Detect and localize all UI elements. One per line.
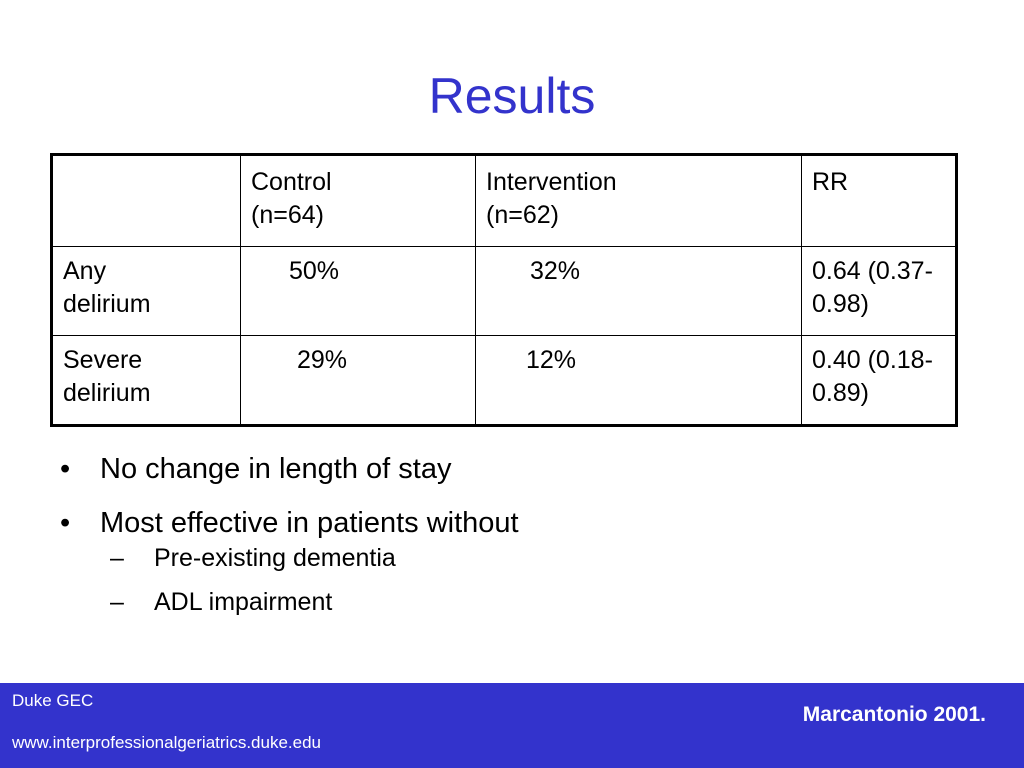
table-header-empty xyxy=(51,154,241,247)
rr-value: 0.64 (0.37-0.98) xyxy=(801,246,957,336)
rr-value: 0.40 (0.18-0.89) xyxy=(801,335,957,426)
sub-bullet-text: Pre-existing dementia xyxy=(154,544,396,572)
header-control-label: Control (n=64) xyxy=(251,168,332,229)
table-row: Any delirium 50% 32% 0.64 (0.37-0.98) xyxy=(51,246,957,336)
footer-url: www.interprofessionalgeriatrics.duke.edu xyxy=(12,733,321,752)
table-header-control: Control (n=64) xyxy=(240,154,476,247)
bullet-item: • No change in length of stay xyxy=(60,448,519,490)
header-intervention-label: Intervention (n=62) xyxy=(486,168,617,229)
intervention-value: 12% xyxy=(475,335,802,426)
footer-bar: Duke GEC www.interprofessionalgeriatrics… xyxy=(0,683,1024,768)
control-value: 50% xyxy=(240,246,476,336)
bullet-text: No change in length of stay xyxy=(100,453,452,485)
sub-bullet-text: ADL impairment xyxy=(154,588,333,616)
footer-citation: Marcantonio 2001. xyxy=(802,703,986,726)
bullet-list: • No change in length of stay • Most eff… xyxy=(60,448,519,632)
bullet-item: • Most effective in patients without – P… xyxy=(60,502,519,620)
footer-org: Duke GEC xyxy=(12,691,94,710)
row-label: Severe delirium xyxy=(51,335,241,426)
table-header-rr: RR xyxy=(801,154,957,247)
table-row: Severe delirium 29% 12% 0.40 (0.18-0.89) xyxy=(51,335,957,426)
row-label: Any delirium xyxy=(51,246,241,336)
table-header-intervention: Intervention (n=62) xyxy=(475,154,802,247)
sub-bullet-item: – ADL impairment xyxy=(110,584,529,620)
bullet-dot-icon: • xyxy=(60,507,71,539)
dash-icon: – xyxy=(110,588,124,616)
sub-bullet-item: – Pre-existing dementia xyxy=(110,540,529,576)
table-header-row: Control (n=64) Intervention (n=62) RR xyxy=(51,154,957,247)
dash-icon: – xyxy=(110,544,124,572)
bullet-dot-icon: • xyxy=(60,453,71,485)
control-value: 29% xyxy=(240,335,476,426)
slide-title: Results xyxy=(428,68,596,124)
bullet-text: Most effective in patients without xyxy=(100,507,519,539)
sub-bullet-list: – Pre-existing dementia – ADL impairment xyxy=(100,540,519,620)
results-table: Control (n=64) Intervention (n=62) RR An… xyxy=(50,153,958,427)
intervention-value: 32% xyxy=(475,246,802,336)
